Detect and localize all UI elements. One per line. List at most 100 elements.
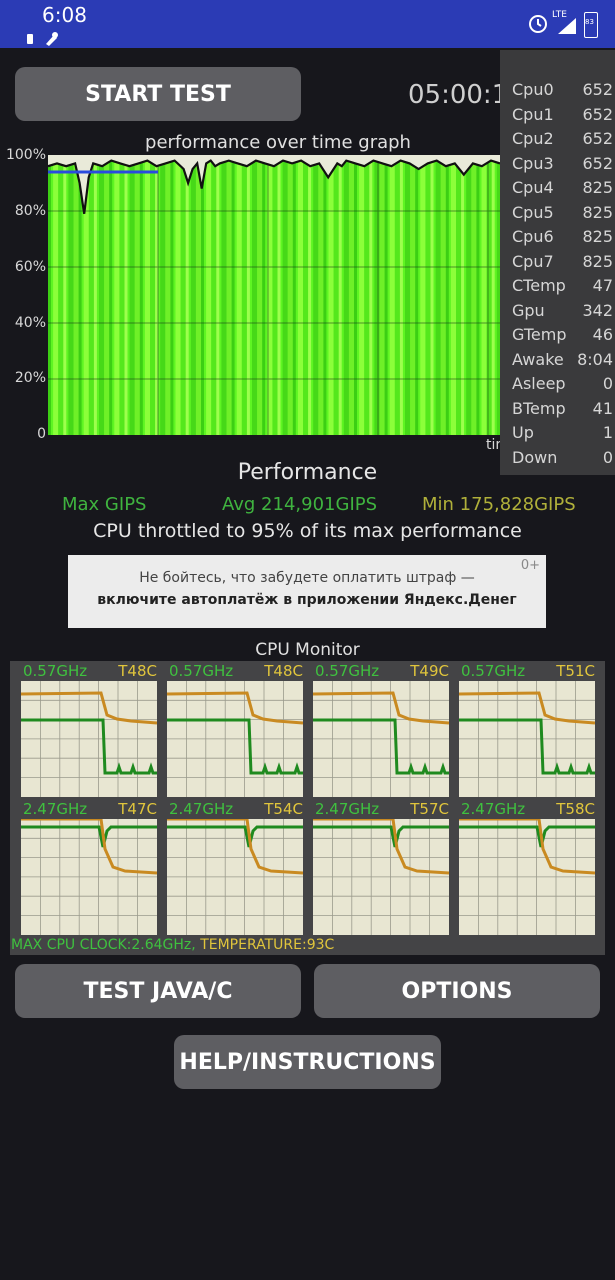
- signal-icon: [558, 18, 576, 34]
- cpu-core-2: 0.57GHz T49C: [313, 662, 449, 797]
- overlay-label: Cpu6: [512, 227, 554, 246]
- help-instructions-button[interactable]: HELP/INSTRUCTIONS: [174, 1035, 441, 1089]
- cpu-core-0: 0.57GHz T48C: [21, 662, 157, 797]
- overlay-label: Down: [512, 447, 558, 467]
- cpu-core-6: 2.47GHz T57C: [313, 800, 449, 935]
- cpu-core-1: 0.57GHz T48C: [167, 662, 303, 797]
- y-tick: 40%: [14, 315, 46, 331]
- overlay-row: Cpu7 825: [512, 252, 613, 276]
- overlay-value: 8:04: [577, 349, 613, 369]
- overlay-row: Cpu0 652: [512, 80, 613, 104]
- overlay-row: BTemp 41: [512, 399, 613, 423]
- overlay-row: Cpu2 652: [512, 129, 613, 153]
- x-axis-label: tir: [486, 437, 500, 453]
- overlay-value: 652: [582, 129, 613, 148]
- performance-line: [48, 159, 500, 214]
- overlay-label: Cpu1: [512, 104, 554, 124]
- overlay-row: Cpu6 825: [512, 227, 613, 251]
- overlay-label: Cpu4: [512, 178, 554, 197]
- overlay-label: Cpu7: [512, 251, 554, 271]
- overlay-value: 825: [582, 178, 613, 197]
- cpu-overlay-panel: [500, 50, 615, 475]
- cpu-monitor-title: CPU Monitor: [255, 640, 360, 660]
- overlay-row: Cpu4 825: [512, 178, 613, 202]
- max-cpu-clock: MAX CPU CLOCK:2.64GHz, TEMPERATURE:93C: [11, 937, 335, 953]
- status-bar: [0, 0, 615, 48]
- core-temperature: T48C: [118, 662, 157, 680]
- core-frequency: 2.47GHz: [461, 800, 526, 818]
- graph-title: performance over time graph: [145, 132, 411, 153]
- ad-banner[interactable]: 0+ Не бойтесь, что забудете оплатить штр…: [68, 555, 546, 628]
- overlay-label: Gpu: [512, 300, 545, 320]
- overlay-value: 825: [582, 251, 613, 271]
- overlay-row: Up 1: [512, 423, 613, 447]
- core-graph: [459, 819, 595, 935]
- test-java-c-button[interactable]: TEST JAVA/C: [15, 964, 301, 1018]
- y-tick: 80%: [14, 203, 46, 219]
- ad-line-1: Не бойтесь, что забудете оплатить штраф …: [139, 570, 475, 586]
- overlay-value: 0: [602, 447, 613, 467]
- performance-title: Performance: [237, 460, 378, 485]
- overlay-label: Cpu3: [512, 153, 554, 173]
- core-frequency: 2.47GHz: [315, 800, 380, 818]
- core-temperature: T48C: [264, 662, 303, 680]
- ad-line-2: включите автоплатёж в приложении Яндекс.…: [97, 592, 517, 608]
- overlay-row: Down 0: [512, 448, 613, 472]
- start-test-button[interactable]: START TEST: [15, 67, 301, 121]
- overlay-value: 825: [582, 202, 613, 222]
- y-tick: 0: [37, 426, 46, 442]
- core-temperature: T58C: [556, 800, 595, 818]
- y-tick: 100%: [5, 147, 46, 163]
- overlay-value: 0: [602, 374, 613, 393]
- overlay-row: CTemp 47: [512, 276, 613, 300]
- overlay-value: 825: [582, 227, 613, 246]
- timer: 05:00:1: [408, 80, 500, 110]
- overlay-label: Cpu0: [512, 80, 554, 99]
- overlay-row: Cpu1 652: [512, 105, 613, 129]
- overlay-label: Awake: [512, 349, 564, 369]
- core-frequency: 0.57GHz: [23, 662, 88, 680]
- overlay-value: 652: [582, 80, 613, 99]
- notification-icons: [27, 32, 58, 46]
- core-temperature: T51C: [556, 662, 595, 680]
- network-type: LTE: [552, 10, 567, 20]
- options-button[interactable]: OPTIONS: [314, 964, 600, 1018]
- overlay-label: GTemp: [512, 325, 567, 344]
- cpu-core-4: 2.47GHz T47C: [21, 800, 157, 935]
- overlay-row: Cpu5 825: [512, 203, 613, 227]
- overlay-value: 652: [582, 104, 613, 124]
- core-temperature: T47C: [118, 800, 157, 818]
- overlay-row: Gpu 342: [512, 301, 613, 325]
- core-temperature: T57C: [410, 800, 449, 818]
- core-graph: [459, 681, 595, 797]
- core-frequency: 0.57GHz: [315, 662, 380, 680]
- overlay-label: Up: [512, 423, 534, 442]
- cpu-core-5: 2.47GHz T54C: [167, 800, 303, 935]
- overlay-value: 46: [592, 325, 613, 344]
- core-graph: [21, 819, 157, 935]
- core-graph: [313, 681, 449, 797]
- core-frequency: 2.47GHz: [169, 800, 234, 818]
- y-tick: 20%: [14, 370, 46, 386]
- status-time: 6:08: [42, 3, 87, 27]
- age-badge: 0+: [520, 558, 540, 573]
- alarm-icon: [529, 15, 547, 33]
- y-tick: 60%: [14, 259, 46, 275]
- overlay-row: GTemp 46: [512, 325, 613, 349]
- battery-icon: 83: [584, 12, 598, 38]
- cpu-core-7: 2.47GHz T58C: [459, 800, 595, 935]
- overlay-row: Awake 8:04: [512, 350, 613, 374]
- overlay-row: Asleep 0: [512, 374, 613, 398]
- core-frequency: 0.57GHz: [461, 662, 526, 680]
- overlay-value: 41: [592, 398, 613, 418]
- cpu-core-3: 0.57GHz T51C: [459, 662, 595, 797]
- overlay-value: 652: [582, 153, 613, 173]
- min-gips: Min 175,828GIPS: [422, 494, 576, 515]
- overlay-label: CTemp: [512, 276, 566, 295]
- core-frequency: 0.57GHz: [169, 662, 234, 680]
- overlay-label: Asleep: [512, 374, 566, 393]
- core-graph: [313, 819, 449, 935]
- sim-icon: [27, 34, 33, 44]
- core-temperature: T49C: [410, 662, 449, 680]
- core-graph: [21, 681, 157, 797]
